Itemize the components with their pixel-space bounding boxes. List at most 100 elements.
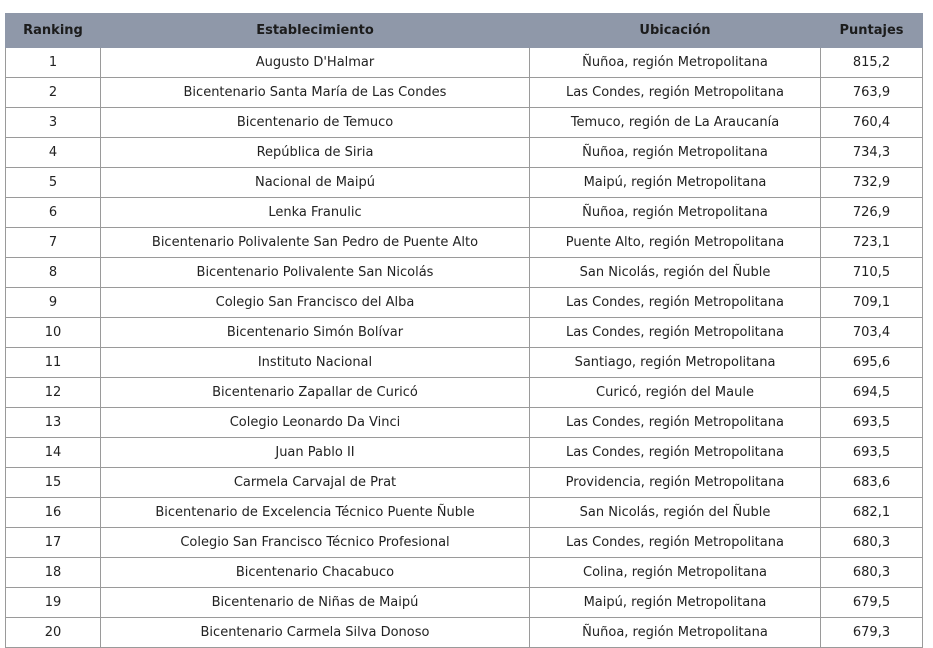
table-cell: República de Siria (100, 137, 530, 168)
table-cell: 683,6 (820, 467, 923, 498)
table-cell: Bicentenario Zapallar de Curicó (100, 377, 530, 408)
table-cell: 6 (5, 197, 101, 228)
table-cell: Curicó, región del Maule (529, 377, 821, 408)
table-cell: Ñuñoa, región Metropolitana (529, 617, 821, 648)
table-cell: 13 (5, 407, 101, 438)
table-row: 17 Colegio San Francisco Técnico Profesio… (5, 527, 923, 558)
table-cell: Augusto D'Halmar (100, 47, 530, 78)
column-header: Establecimiento (100, 13, 530, 48)
table-row: 8 Bicentenario Polivalente San Nicolás San… (5, 257, 923, 288)
table-cell: Las Condes, región Metropolitana (529, 317, 821, 348)
table-cell: 763,9 (820, 77, 923, 108)
table-cell: 815,2 (820, 47, 923, 78)
table-cell: 703,4 (820, 317, 923, 348)
table-cell: 4 (5, 137, 101, 168)
table-cell: Colegio San Francisco Técnico Profesiona… (100, 527, 530, 558)
table-cell: Lenka Franulic (100, 197, 530, 228)
table-cell: 3 (5, 107, 101, 138)
table-cell: 1 (5, 47, 101, 78)
table-row: 10 Bicentenario Simón Bolívar Las Condes, … (5, 317, 923, 348)
table-cell: Colegio San Francisco del Alba (100, 287, 530, 318)
table-cell: Puente Alto, región Metropolitana (529, 227, 821, 258)
table-cell: Las Condes, región Metropolitana (529, 407, 821, 438)
table-cell: 15 (5, 467, 101, 498)
table-cell: Las Condes, región Metropolitana (529, 77, 821, 108)
column-header: Ubicación (529, 13, 821, 48)
table-cell: Temuco, región de La Araucanía (529, 107, 821, 138)
table-row: 3 Bicentenario de Temuco Temuco, región de… (5, 107, 923, 138)
table-cell: 726,9 (820, 197, 923, 228)
table-cell: 679,5 (820, 587, 923, 618)
table-cell: San Nicolás, región del Ñuble (529, 257, 821, 288)
table-cell: Colegio Leonardo Da Vinci (100, 407, 530, 438)
table-cell: 18 (5, 557, 101, 588)
table-row: 18 Bicentenario Chacabuco Colina, región M… (5, 557, 923, 588)
table-cell: 17 (5, 527, 101, 558)
table-cell: 20 (5, 617, 101, 648)
table-cell: Maipú, región Metropolitana (529, 587, 821, 618)
table-cell: 7 (5, 227, 101, 258)
table-cell: 19 (5, 587, 101, 618)
table-cell: Las Condes, región Metropolitana (529, 287, 821, 318)
table-cell: 680,3 (820, 527, 923, 558)
table-cell: Bicentenario Chacabuco (100, 557, 530, 588)
table-cell: Providencia, región Metropolitana (529, 467, 821, 498)
table-cell: 760,4 (820, 107, 923, 138)
table-row: 1 Augusto D'Halmar Ñuñoa, región Metropoli… (5, 47, 923, 78)
table-cell: Bicentenario de Temuco (100, 107, 530, 138)
table-cell: Bicentenario Carmela Silva Donoso (100, 617, 530, 648)
table-row: 4 República de Siria Ñuñoa, región Metropo… (5, 137, 923, 168)
table-cell: 679,3 (820, 617, 923, 648)
table-row: 12 Bicentenario Zapallar de Curicó Curicó,… (5, 377, 923, 408)
table-row: 15 Carmela Carvajal de Prat Providencia, r… (5, 467, 923, 498)
table-cell: Nacional de Maipú (100, 167, 530, 198)
table-cell: 693,5 (820, 437, 923, 468)
table-cell: 5 (5, 167, 101, 198)
table-cell: 693,5 (820, 407, 923, 438)
table-row: 9 Colegio San Francisco del Alba Las Conde… (5, 287, 923, 318)
table-cell: Bicentenario de Niñas de Maipú (100, 587, 530, 618)
table-row: 2 Bicentenario Santa María de Las Condes L… (5, 77, 923, 108)
table-cell: 12 (5, 377, 101, 408)
table-cell: 11 (5, 347, 101, 378)
table-cell: 10 (5, 317, 101, 348)
table-row: 11 Instituto Nacional Santiago, región Met… (5, 347, 923, 378)
ranking-table: Ranking Establecimiento Ubicación Puntajes … (5, 13, 923, 648)
table-cell: San Nicolás, región del Ñuble (529, 497, 821, 528)
table-row: 7 Bicentenario Polivalente San Pedro de P… (5, 227, 923, 258)
table-header: Ranking Establecimiento Ubicación Puntajes (5, 13, 923, 48)
table-cell: 16 (5, 497, 101, 528)
table-row: 14 Juan Pablo II Las Condes, región Metrop… (5, 437, 923, 468)
table-cell: Las Condes, región Metropolitana (529, 527, 821, 558)
table-cell: 8 (5, 257, 101, 288)
table-cell: Bicentenario de Excelencia Técnico Puent… (100, 497, 530, 528)
table-cell: 734,3 (820, 137, 923, 168)
table-cell: 682,1 (820, 497, 923, 528)
table-cell: 680,3 (820, 557, 923, 588)
table-cell: Bicentenario Santa María de Las Condes (100, 77, 530, 108)
table-cell: Ñuñoa, región Metropolitana (529, 197, 821, 228)
column-header: Ranking (5, 13, 101, 48)
table-cell: 710,5 (820, 257, 923, 288)
table-body: 1 Augusto D'Halmar Ñuñoa, región Metropoli… (5, 47, 923, 648)
table-row: 6 Lenka Franulic Ñuñoa, región Metropolita… (5, 197, 923, 228)
table-cell: 694,5 (820, 377, 923, 408)
table-cell: Ñuñoa, región Metropolitana (529, 137, 821, 168)
table-cell: Bicentenario Polivalente San Pedro de Pu… (100, 227, 530, 258)
table-cell: Santiago, región Metropolitana (529, 347, 821, 378)
table-row: 16 Bicentenario de Excelencia Técnico Pue… (5, 497, 923, 528)
table-cell: Carmela Carvajal de Prat (100, 467, 530, 498)
table-cell: Maipú, región Metropolitana (529, 167, 821, 198)
table-row: 20 Bicentenario Carmela Silva Donoso Ñuñoa… (5, 617, 923, 648)
table-cell: 709,1 (820, 287, 923, 318)
table-cell: Bicentenario Polivalente San Nicolás (100, 257, 530, 288)
table-cell: Las Condes, región Metropolitana (529, 437, 821, 468)
table-cell: Instituto Nacional (100, 347, 530, 378)
table-cell: Bicentenario Simón Bolívar (100, 317, 530, 348)
table-cell: 732,9 (820, 167, 923, 198)
table-cell: Colina, región Metropolitana (529, 557, 821, 588)
table-cell: 2 (5, 77, 101, 108)
table-cell: Ñuñoa, región Metropolitana (529, 47, 821, 78)
column-header: Puntajes (820, 13, 923, 48)
